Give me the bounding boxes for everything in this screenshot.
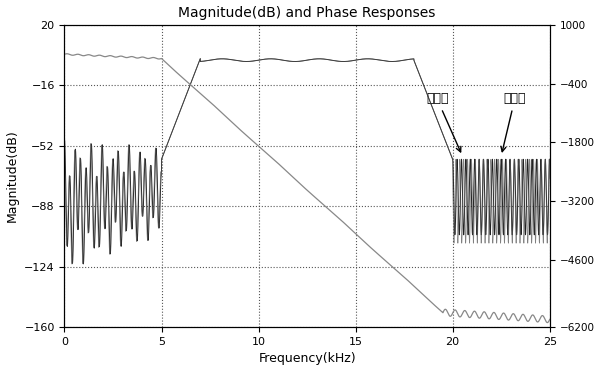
Text: 量化后: 量化后: [501, 92, 526, 152]
Title: Magnitude(dB) and Phase Responses: Magnitude(dB) and Phase Responses: [178, 6, 436, 20]
Text: 量化前: 量化前: [426, 92, 461, 152]
X-axis label: Frequency(kHz): Frequency(kHz): [258, 352, 356, 365]
Y-axis label: Magnitude(dB): Magnitude(dB): [5, 129, 19, 222]
